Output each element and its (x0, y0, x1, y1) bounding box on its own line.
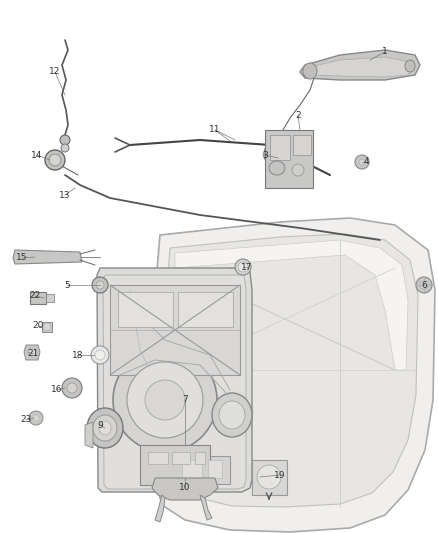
Bar (42, 322, 52, 332)
Polygon shape (13, 250, 82, 264)
Ellipse shape (257, 465, 281, 489)
Text: 20: 20 (32, 321, 44, 330)
Bar (208, 460, 222, 478)
Text: 22: 22 (29, 292, 41, 301)
Ellipse shape (33, 415, 39, 421)
Polygon shape (263, 148, 265, 160)
Ellipse shape (405, 60, 415, 72)
Ellipse shape (292, 164, 304, 176)
Text: 6: 6 (421, 280, 427, 289)
Ellipse shape (28, 348, 36, 356)
Ellipse shape (269, 161, 285, 175)
Ellipse shape (235, 259, 251, 275)
Polygon shape (97, 268, 252, 492)
Ellipse shape (96, 281, 104, 289)
Bar (110, 285, 240, 375)
Text: 7: 7 (182, 395, 188, 405)
Text: 12: 12 (49, 68, 61, 77)
Bar (182, 460, 202, 478)
Ellipse shape (127, 362, 203, 438)
Ellipse shape (49, 154, 61, 166)
Ellipse shape (95, 350, 105, 360)
Ellipse shape (29, 411, 43, 425)
Text: 15: 15 (16, 254, 28, 262)
Text: 21: 21 (27, 350, 39, 359)
Polygon shape (103, 275, 246, 489)
Bar (118, 292, 173, 327)
Text: 19: 19 (274, 471, 286, 480)
Ellipse shape (416, 277, 432, 293)
Ellipse shape (91, 346, 109, 364)
Ellipse shape (212, 393, 252, 437)
Text: 2: 2 (295, 110, 301, 119)
Polygon shape (85, 422, 93, 448)
Bar (195, 452, 205, 464)
Ellipse shape (219, 401, 245, 429)
Text: 5: 5 (64, 280, 70, 289)
Bar (270, 135, 290, 160)
Polygon shape (167, 234, 418, 507)
Polygon shape (155, 495, 165, 522)
Polygon shape (153, 218, 435, 532)
Bar (175, 456, 230, 484)
Polygon shape (175, 240, 408, 370)
Ellipse shape (355, 155, 369, 169)
Text: 16: 16 (51, 385, 63, 394)
Polygon shape (308, 57, 412, 77)
Polygon shape (24, 345, 40, 360)
Bar (265, 130, 313, 188)
Bar (252, 460, 287, 495)
Polygon shape (300, 50, 420, 80)
Ellipse shape (238, 262, 248, 272)
Text: 1: 1 (382, 47, 388, 56)
Polygon shape (200, 495, 212, 520)
Text: 13: 13 (59, 190, 71, 199)
Bar (293, 135, 311, 155)
Ellipse shape (145, 380, 185, 420)
Text: 11: 11 (209, 125, 221, 134)
Ellipse shape (43, 323, 51, 331)
Ellipse shape (45, 150, 65, 170)
Text: 4: 4 (363, 157, 369, 166)
Bar (178, 292, 233, 327)
Ellipse shape (99, 421, 111, 435)
Ellipse shape (93, 415, 117, 441)
Bar (148, 452, 168, 464)
Ellipse shape (60, 135, 70, 145)
Ellipse shape (359, 159, 365, 165)
Text: 9: 9 (97, 421, 103, 430)
Text: 23: 23 (20, 416, 32, 424)
Text: 3: 3 (262, 150, 268, 159)
Text: 10: 10 (179, 482, 191, 491)
Ellipse shape (92, 277, 108, 293)
Text: 17: 17 (241, 262, 253, 271)
Polygon shape (152, 478, 218, 500)
Bar (30, 292, 46, 304)
Ellipse shape (87, 408, 123, 448)
Bar (172, 452, 190, 464)
Ellipse shape (303, 63, 317, 79)
Ellipse shape (62, 378, 82, 398)
Ellipse shape (61, 144, 69, 152)
Text: 14: 14 (31, 150, 42, 159)
Ellipse shape (67, 383, 77, 393)
Ellipse shape (113, 348, 217, 452)
Ellipse shape (420, 281, 428, 289)
Bar (140, 445, 210, 485)
Text: 18: 18 (72, 351, 84, 359)
Bar (46, 294, 54, 302)
